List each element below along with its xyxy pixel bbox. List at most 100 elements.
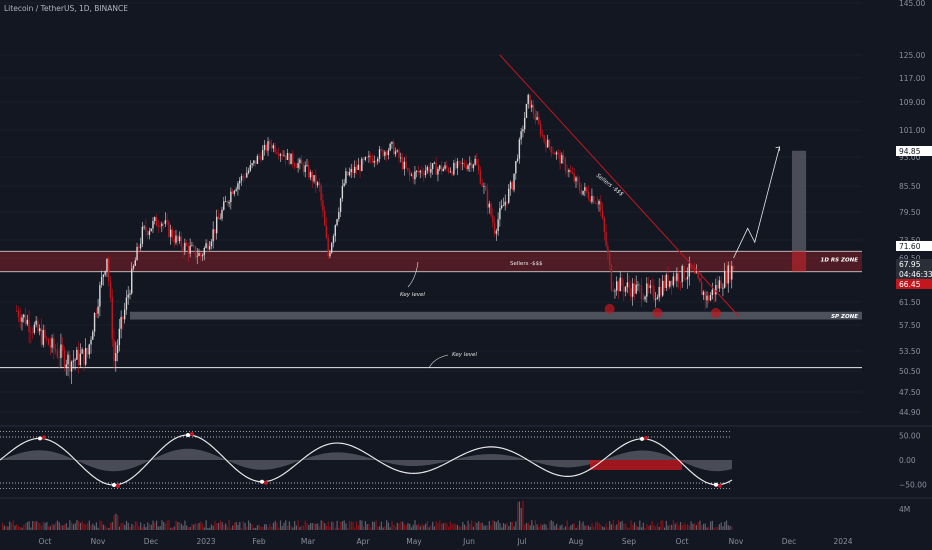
- volume-bar: [88, 520, 90, 530]
- volume-bar: [387, 522, 390, 530]
- candle-body: [431, 163, 434, 169]
- candle-body: [322, 200, 324, 211]
- volume-bar: [125, 520, 128, 530]
- volume-bar: [311, 523, 313, 530]
- candle-body: [339, 198, 342, 212]
- volume-bar: [465, 526, 467, 530]
- candle-body: [171, 229, 174, 239]
- volume-bar: [256, 525, 259, 530]
- candle-body: [63, 350, 66, 368]
- candle-body: [637, 284, 639, 286]
- candle-body: [244, 176, 246, 178]
- volume-bar: [405, 525, 407, 530]
- candle-body: [633, 283, 636, 294]
- candle-body: [598, 200, 600, 205]
- candle-body: [300, 159, 303, 165]
- candle-body: [141, 226, 144, 244]
- volume-bar: [288, 521, 290, 530]
- candle-body: [46, 337, 48, 339]
- candle-body: [230, 191, 232, 203]
- candle-body: [562, 155, 565, 160]
- volume-bar: [727, 525, 729, 530]
- candle-body: [423, 173, 425, 176]
- candle-body: [86, 348, 89, 355]
- candle-body: [226, 201, 229, 204]
- candle-body: [311, 172, 313, 182]
- candle-body: [352, 168, 354, 173]
- volume-bar: [628, 527, 630, 530]
- volume-bar: [621, 520, 623, 530]
- volume-bar: [414, 520, 416, 530]
- candle-body: [520, 131, 522, 140]
- volume-bar: [225, 523, 227, 530]
- candle-body: [97, 306, 99, 314]
- candle-body: [198, 253, 200, 256]
- candle-body: [630, 288, 632, 297]
- volume-bar: [97, 527, 99, 530]
- volume-bar: [39, 523, 41, 530]
- candle-body: [33, 324, 36, 333]
- volume-bar: [513, 526, 515, 530]
- time-tick-label: Dec: [144, 537, 159, 546]
- candle-body: [378, 149, 381, 159]
- volume-bar: [177, 522, 179, 530]
- candle-body: [628, 282, 630, 289]
- volume-bar: [251, 524, 253, 530]
- candle-body: [237, 183, 239, 190]
- candle-body: [54, 349, 57, 352]
- candle-body: [371, 159, 374, 163]
- volume-bar: [593, 526, 595, 530]
- volume-bar: [644, 527, 646, 530]
- candle-body: [704, 291, 706, 301]
- volume-bar: [478, 521, 480, 530]
- candle-body: [70, 361, 73, 372]
- volume-bar: [368, 523, 370, 530]
- candle-body: [589, 198, 591, 202]
- volume-bar: [701, 525, 703, 530]
- volume-bar: [55, 522, 57, 530]
- candle-body: [122, 316, 124, 320]
- volume-bar: [533, 525, 535, 530]
- candle-body: [658, 286, 660, 298]
- volume-bar: [651, 520, 653, 530]
- volume-bar: [552, 521, 554, 530]
- candle-body: [731, 265, 733, 280]
- candle-body: [387, 150, 390, 156]
- price-axis[interactable]: 145.00 125.00 117.00 109.00 101.00 93.00 85.50…: [896, 0, 932, 417]
- candle-body: [469, 162, 471, 166]
- candle-body: [646, 283, 648, 297]
- candle-body: [139, 243, 142, 249]
- candle-body: [453, 162, 455, 175]
- volume-bar: [386, 520, 388, 530]
- volume-bar: [715, 527, 717, 530]
- volume-bar: [669, 524, 671, 530]
- candle-body: [192, 245, 195, 247]
- volume-bar: [274, 520, 276, 530]
- time-axis[interactable]: Oct Nov Dec 2023 Feb Mar Apr May Jun Jul Aug Sep Oct…: [39, 537, 853, 546]
- volume-bar: [695, 525, 698, 530]
- candle-body: [660, 286, 662, 296]
- volume-bar: [49, 526, 51, 530]
- volume-bar: [141, 527, 144, 530]
- candle-body: [676, 273, 678, 281]
- candle-body: [297, 163, 299, 168]
- candle-body: [585, 187, 588, 192]
- volume-bar: [65, 523, 67, 530]
- volume-bar: [499, 523, 501, 530]
- key-level-arrow: [428, 354, 449, 369]
- volume-bar: [187, 527, 190, 530]
- volume-bar: [212, 525, 214, 530]
- volume-bar: [60, 525, 62, 530]
- candle-body: [219, 218, 221, 220]
- volume-bar: [396, 522, 398, 530]
- candle-body: [382, 149, 384, 156]
- volume-bar: [520, 507, 522, 530]
- volume-bar: [198, 522, 200, 530]
- candle-body: [449, 171, 452, 173]
- candle-body: [77, 349, 80, 366]
- price-tick-label: 44.90: [899, 408, 921, 417]
- volume-bar: [295, 525, 298, 530]
- volume-bar: [486, 525, 489, 530]
- volume-bar: [200, 521, 202, 530]
